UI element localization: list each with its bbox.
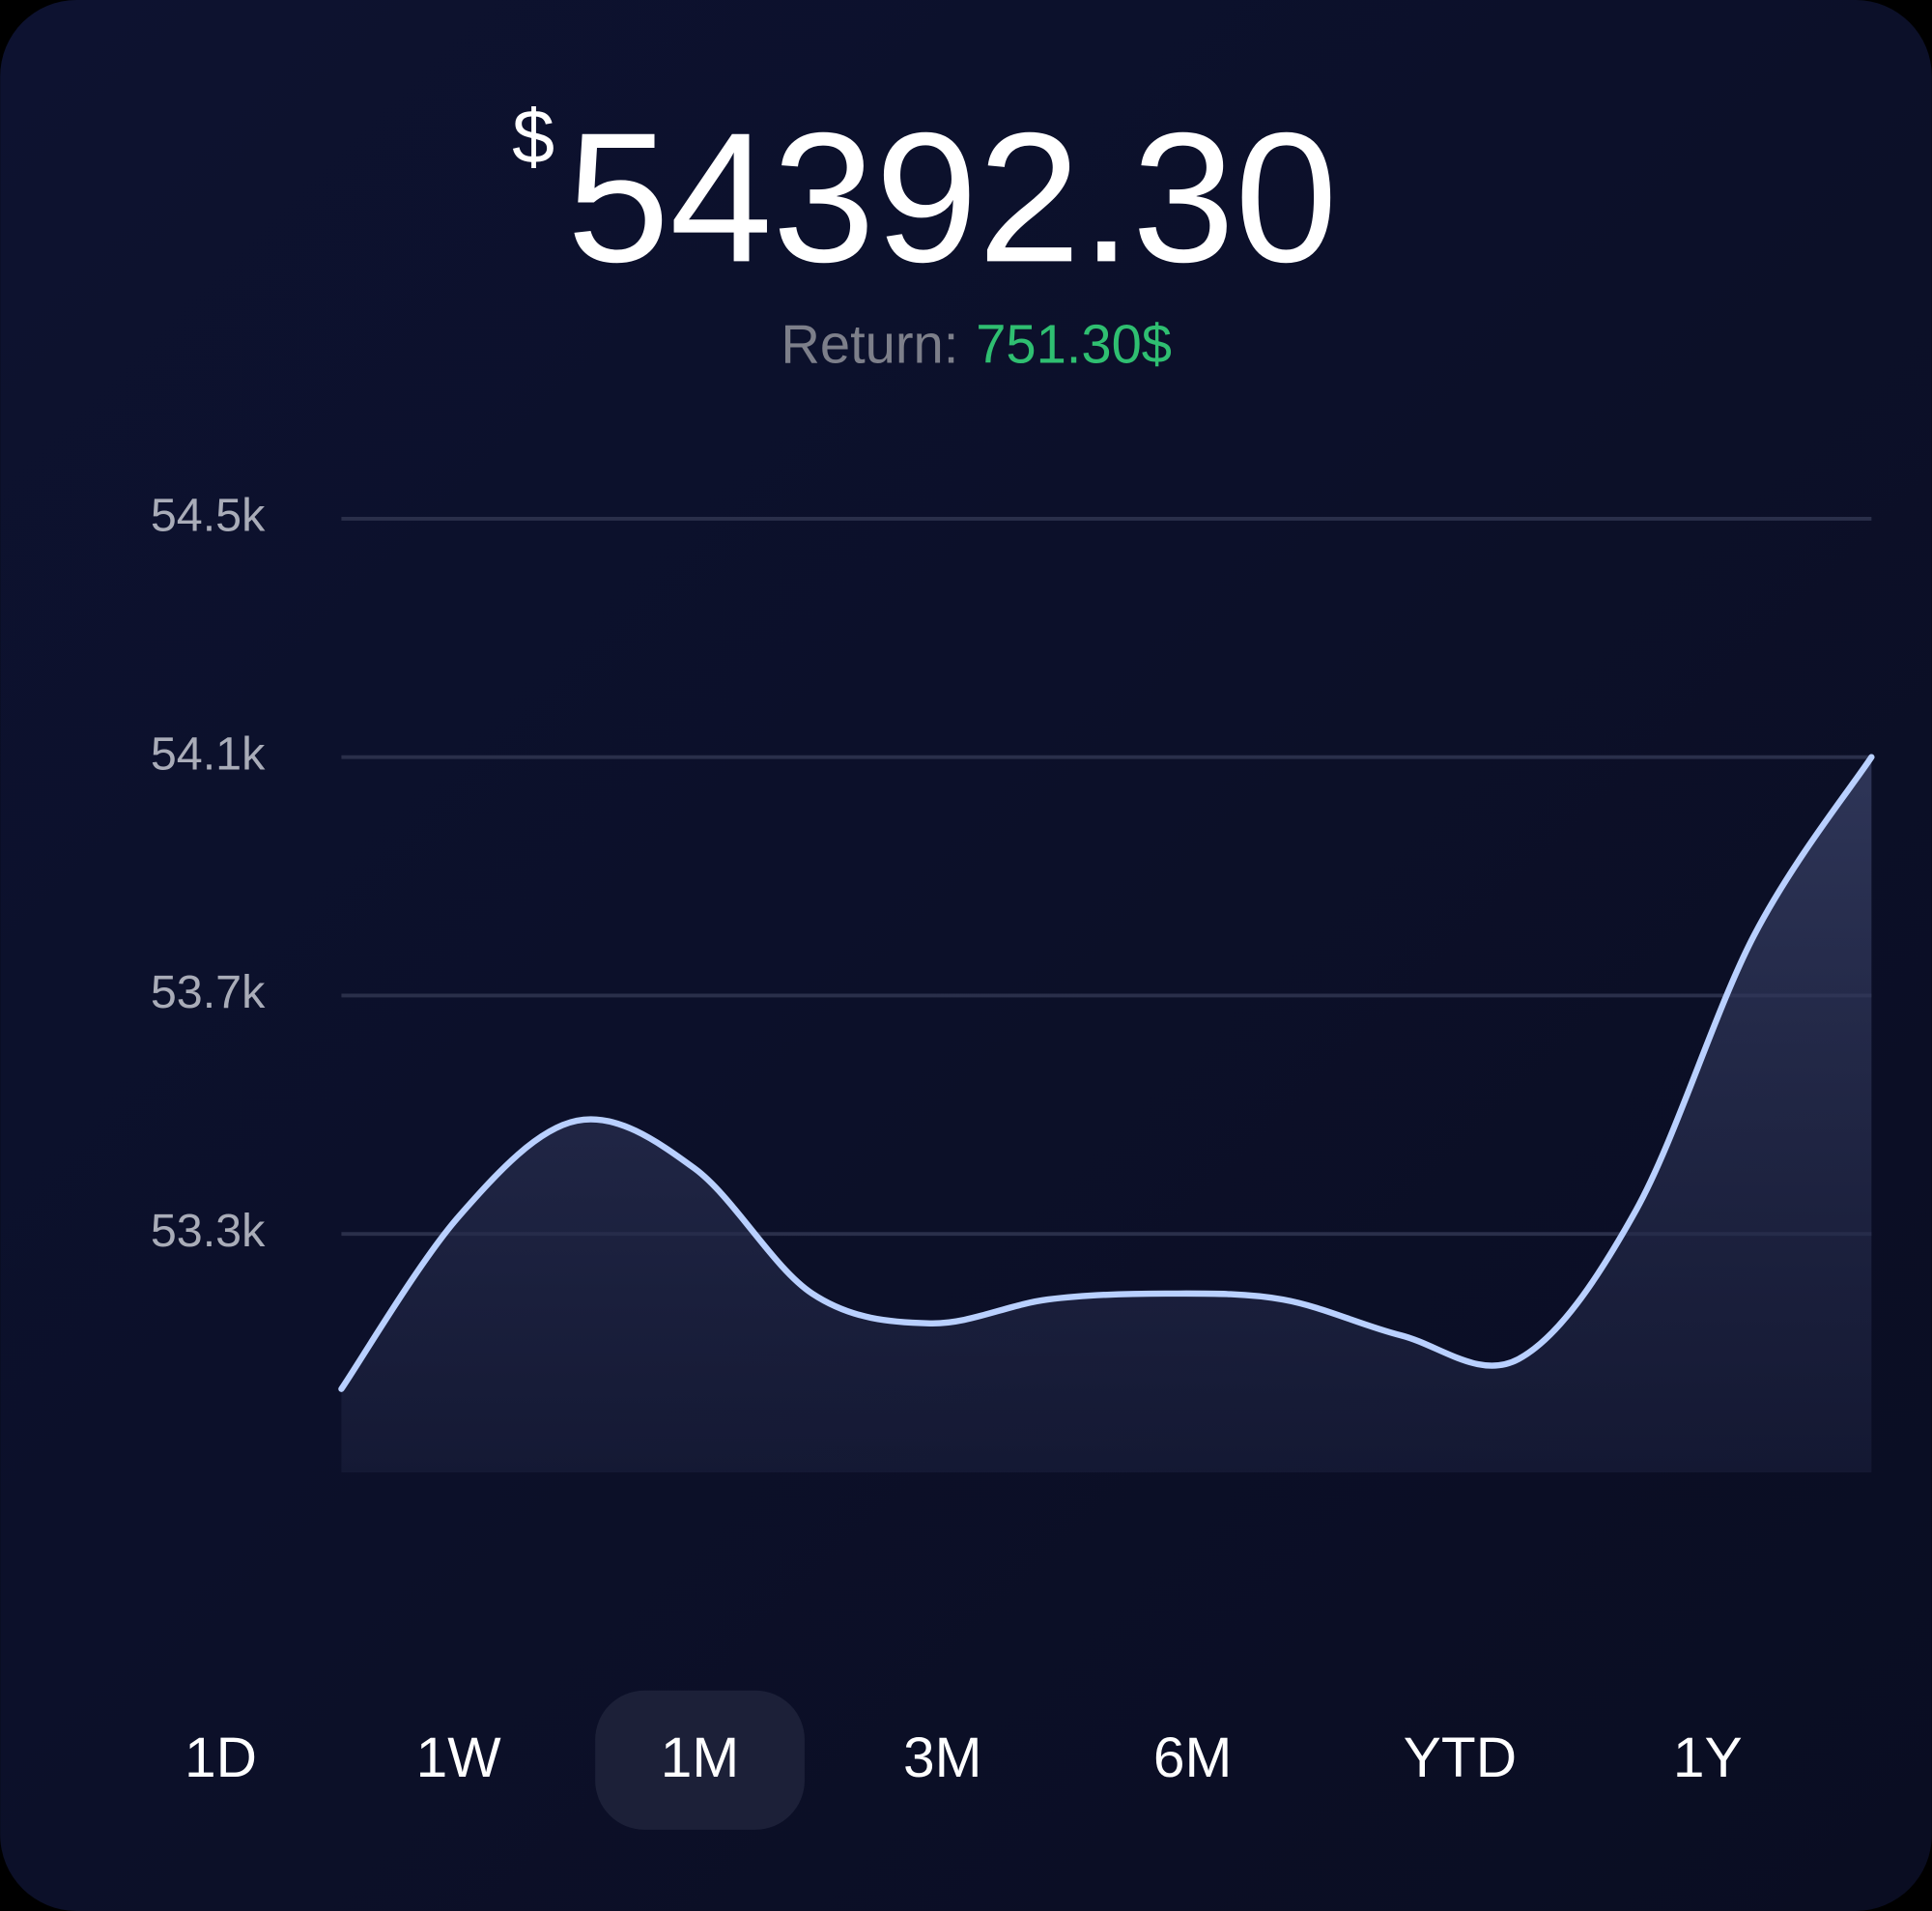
line [338, 754, 1875, 1392]
range-button[interactable]: 1W [416, 1726, 502, 1789]
return-value: 751.30$ [976, 314, 1172, 375]
range-selector: 1D 1W 1M 3M 6M YTD 1Y [185, 1690, 1743, 1830]
range-button[interactable]: 1Y [1673, 1726, 1743, 1789]
y-tick-label: 54.5k [151, 490, 266, 542]
y-tick-label: 53.3k [151, 1205, 266, 1257]
range-button[interactable]: 1D [185, 1726, 257, 1789]
y-tick-label: 53.7k [151, 966, 266, 1018]
range-selected [595, 1690, 805, 1830]
range-button[interactable]: 6M [1153, 1726, 1232, 1789]
currency-symbol: $ [512, 93, 554, 179]
range-button[interactable]: 1M [661, 1726, 739, 1789]
return-label: Return: [781, 314, 958, 375]
y-tick-label: 54.1k [151, 727, 266, 780]
range-button[interactable]: 3M [903, 1726, 981, 1789]
area-fill [341, 756, 1872, 1472]
chart: 54.5k 54.1k 53.7k 53.3k [151, 490, 1875, 1472]
range-button[interactable]: YTD [1404, 1726, 1517, 1789]
balance-amount: 54392.30 [567, 94, 1338, 300]
